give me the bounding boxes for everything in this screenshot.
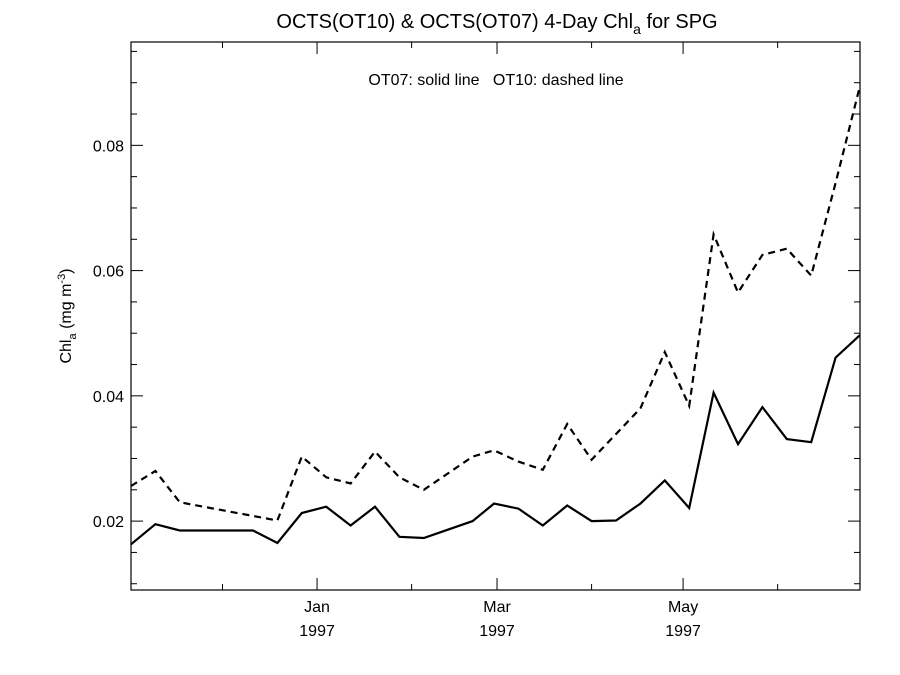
- y-axis-label-superscript: -3: [56, 274, 68, 284]
- plot-frame: [130, 41, 861, 591]
- x-tick-label-month: Jan: [304, 599, 330, 616]
- series-line-ot10: [130, 85, 862, 522]
- x-tick-label-month: Mar: [483, 599, 511, 616]
- axes-layer: 0.02 0.04 0.06 0.08 Jan 1997 Mar 1997 May 1997: [93, 42, 860, 640]
- chart-title-suffix: for SPG: [641, 11, 718, 33]
- series-style-annotation: OT07: solid line OT10: dashed line: [368, 72, 623, 89]
- y-axis-label-main: Chl: [58, 340, 75, 364]
- series-layer: [130, 85, 862, 546]
- x-tick-label-year: 1997: [665, 623, 701, 640]
- y-axis-label-units: (mg m: [58, 284, 75, 334]
- x-tick-label-month: May: [668, 599, 698, 616]
- x-tick-label-year: 1997: [299, 623, 335, 640]
- y-tick-label: 0.02: [93, 514, 124, 531]
- y-tick-label: 0.06: [93, 264, 124, 281]
- y-axis-label-close: ): [58, 268, 75, 273]
- y-tick-label: 0.08: [93, 138, 124, 155]
- y-axis-label-subscript: a: [67, 333, 79, 340]
- chart-title-main: OCTS(OT10) & OCTS(OT07) 4-Day Chl: [276, 11, 633, 33]
- y-axis-label: Chla (mg m-3): [56, 268, 79, 363]
- chart-title-subscript: a: [633, 21, 641, 37]
- chart-title: OCTS(OT10) & OCTS(OT07) 4-Day Chla for S…: [276, 11, 717, 37]
- series-line-ot07: [130, 334, 861, 546]
- x-tick-label-year: 1997: [479, 623, 515, 640]
- y-tick-label: 0.04: [93, 389, 124, 406]
